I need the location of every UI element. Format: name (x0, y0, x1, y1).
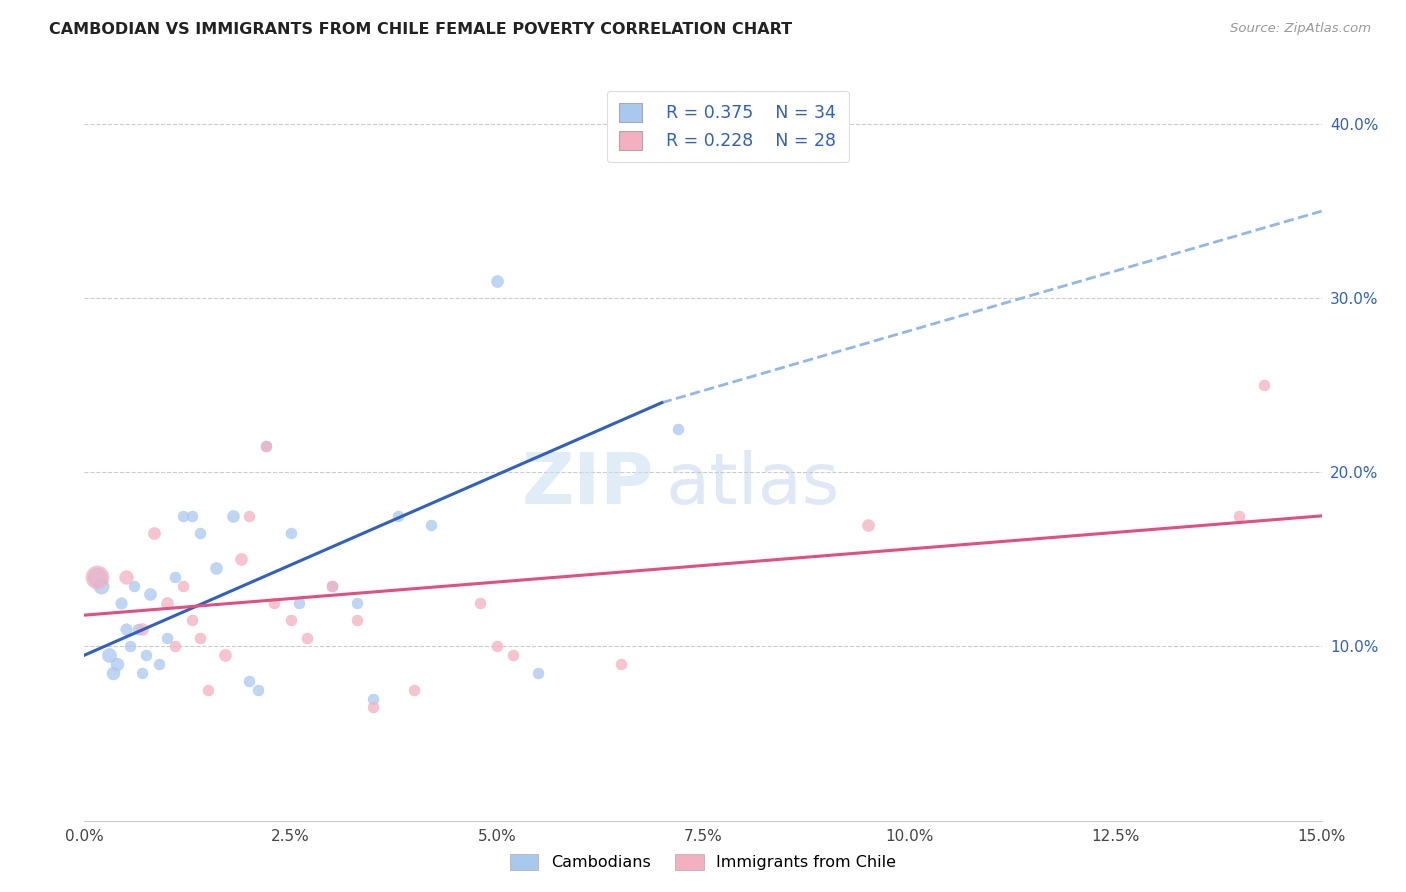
Point (502, 648, 524, 663)
Point (122, 578, 145, 592)
Point (172, 578, 194, 592)
Point (205, 561, 228, 575)
Point (856, 517, 879, 532)
Point (114, 570, 136, 584)
Point (254, 439, 277, 453)
Point (254, 439, 277, 453)
Point (470, 596, 492, 610)
Point (110, 596, 132, 610)
Point (485, 274, 508, 288)
Point (246, 683, 269, 698)
Point (139, 587, 162, 601)
Point (156, 631, 179, 645)
Legend: Cambodians, Immigrants from Chile: Cambodians, Immigrants from Chile (503, 847, 903, 877)
Point (288, 596, 311, 610)
Text: Source: ZipAtlas.com: Source: ZipAtlas.com (1230, 22, 1371, 36)
Point (180, 613, 202, 627)
Point (1227, 508, 1250, 523)
Point (346, 613, 368, 627)
Point (98, 648, 121, 663)
Point (419, 517, 441, 532)
Point (361, 691, 384, 706)
Point (188, 631, 211, 645)
Point (214, 648, 236, 663)
Point (180, 508, 202, 523)
Point (222, 508, 245, 523)
Point (238, 508, 260, 523)
Point (609, 657, 631, 671)
Point (165, 570, 187, 584)
Point (238, 674, 260, 689)
Point (105, 657, 128, 671)
Point (86, 570, 108, 584)
Point (321, 578, 343, 592)
Text: CAMBODIAN VS IMMIGRANTS FROM CHILE FEMALE POVERTY CORRELATION CHART: CAMBODIAN VS IMMIGRANTS FROM CHILE FEMAL… (49, 22, 793, 37)
Point (86, 570, 108, 584)
Point (127, 622, 149, 636)
Point (485, 640, 508, 654)
Point (387, 508, 409, 523)
Point (114, 622, 136, 636)
Point (156, 596, 179, 610)
Point (197, 683, 219, 698)
Point (135, 648, 157, 663)
Point (321, 578, 343, 592)
Point (1253, 378, 1275, 392)
Point (527, 665, 550, 680)
Point (295, 631, 318, 645)
Text: ZIP: ZIP (522, 450, 654, 518)
Point (90, 578, 112, 592)
Point (103, 665, 125, 680)
Point (361, 700, 384, 714)
Point (346, 596, 368, 610)
Point (131, 665, 153, 680)
Text: atlas: atlas (666, 450, 841, 518)
Point (280, 526, 302, 541)
Point (666, 422, 689, 436)
Point (229, 552, 252, 566)
Point (148, 657, 170, 671)
Point (131, 622, 153, 636)
Legend:   R = 0.375    N = 34,   R = 0.228    N = 28: R = 0.375 N = 34, R = 0.228 N = 28 (607, 91, 849, 162)
Point (118, 640, 141, 654)
Point (188, 526, 211, 541)
Point (404, 683, 426, 698)
Point (165, 640, 187, 654)
Point (143, 526, 166, 541)
Point (263, 596, 285, 610)
Point (280, 613, 302, 627)
Point (172, 508, 194, 523)
